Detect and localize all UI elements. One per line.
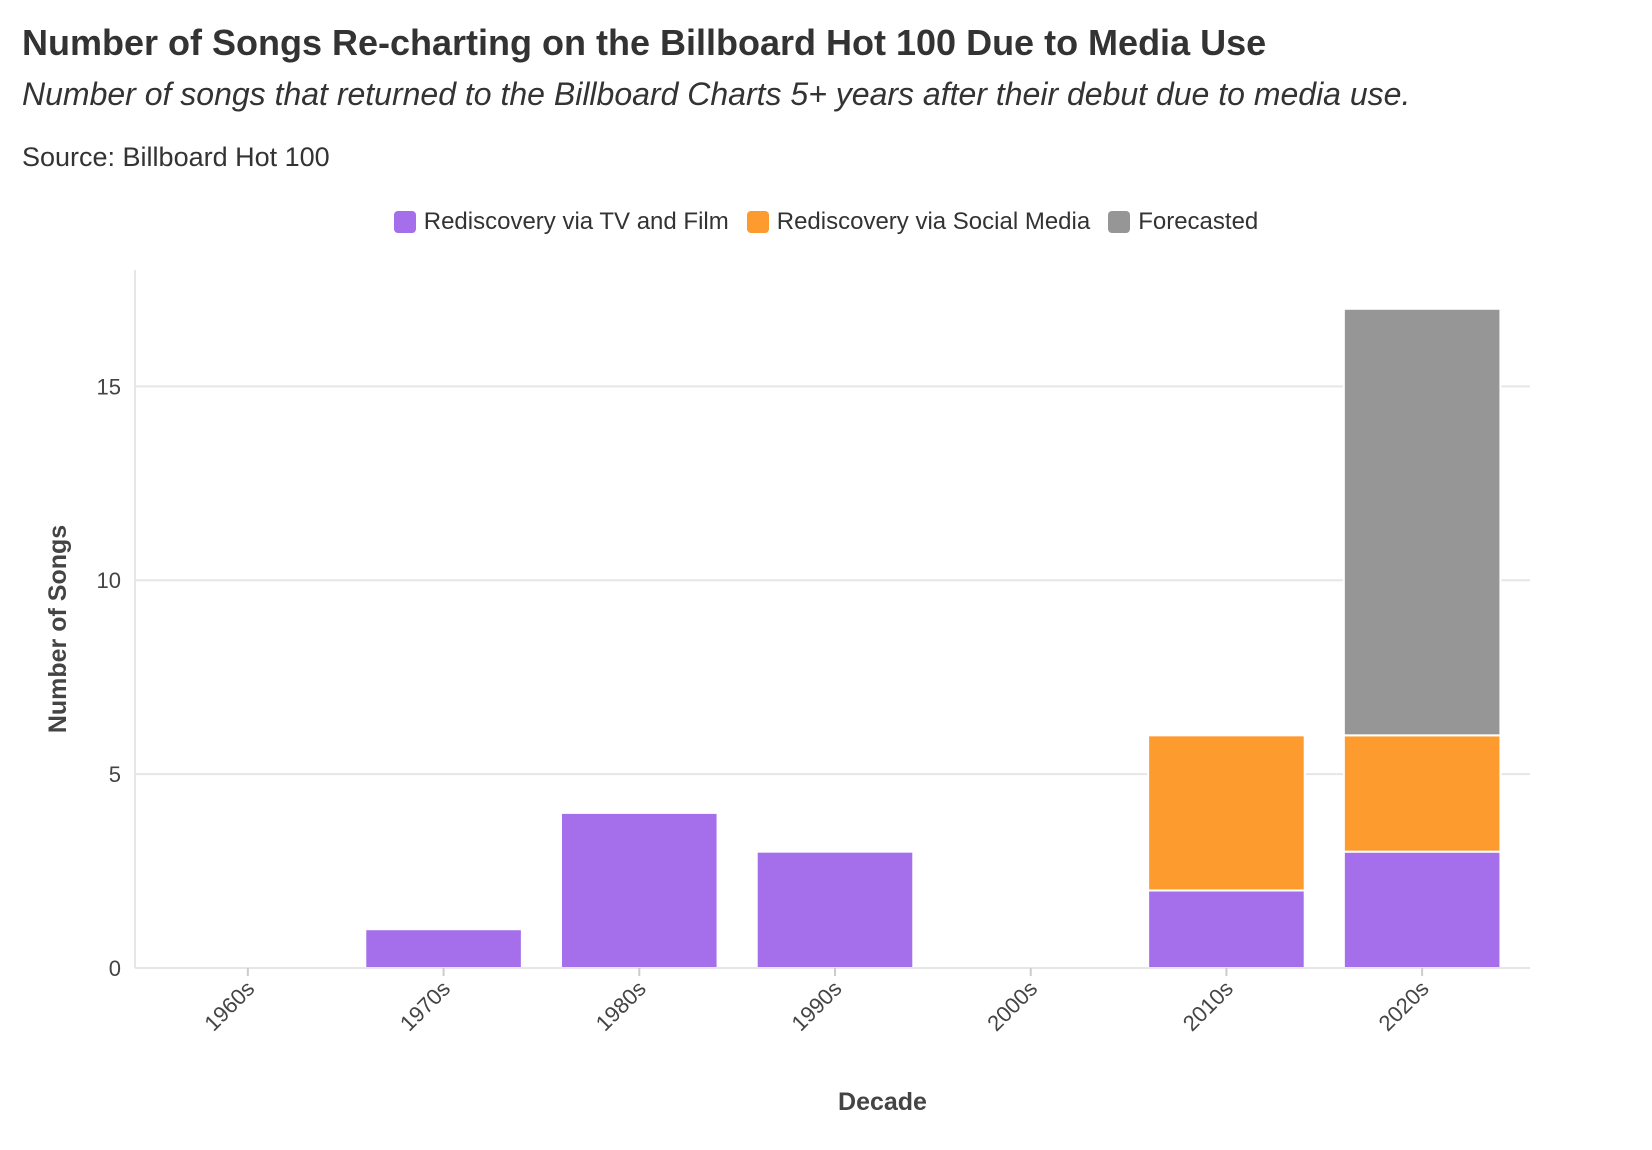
y-tick-label: 10 (97, 568, 121, 593)
bars (364, 307, 1502, 970)
y-tick-label: 15 (97, 374, 121, 399)
legend-swatch-social-media (746, 211, 769, 233)
legend-item-forecasted[interactable]: Forecasted (1108, 208, 1258, 236)
x-tick-label: 1970s (395, 976, 455, 1036)
bar-rediscovery-via-tv-and-film-1980s[interactable] (560, 811, 719, 970)
legend-item-tv-film[interactable]: Rediscovery via TV and Film (393, 208, 729, 236)
legend-label-forecasted: Forecasted (1138, 208, 1259, 235)
chart-subtitle: Number of songs that returned to the Bil… (22, 76, 1411, 112)
legend: Rediscovery via TV and Film Rediscovery … (0, 208, 1652, 236)
legend-label-tv-film: Rediscovery via TV and Film (423, 208, 729, 235)
x-tick-label: 1980s (591, 976, 651, 1036)
bar-forecasted-2020s[interactable] (1342, 307, 1502, 737)
bar-rediscovery-via-tv-and-film-1990s[interactable] (755, 850, 915, 970)
x-axis-title: Decade (838, 1088, 927, 1116)
chart-title: Number of Songs Re-charting on the Billb… (22, 22, 1267, 63)
bar-rediscovery-via-tv-and-film-1970s[interactable] (364, 928, 523, 970)
x-tick-label: 2000s (982, 976, 1042, 1036)
bar-rediscovery-via-social-media-2020s[interactable] (1342, 734, 1502, 853)
legend-swatch-tv-film (393, 211, 416, 233)
legend-item-social-media[interactable]: Rediscovery via Social Media (746, 208, 1091, 236)
x-tick-label: 1960s (199, 976, 259, 1036)
x-tick-label: 1990s (786, 976, 846, 1036)
y-tick-label: 5 (109, 762, 121, 787)
bar-rediscovery-via-social-media-2010s[interactable] (1147, 734, 1306, 892)
x-tick-label: 2010s (1178, 976, 1238, 1036)
gridlines (135, 385, 1530, 776)
y-tick-label: 0 (109, 956, 121, 981)
bar-rediscovery-via-tv-and-film-2010s[interactable] (1147, 889, 1306, 970)
legend-label-social-media: Rediscovery via Social Media (776, 208, 1091, 235)
x-tick-label: 2020s (1374, 976, 1434, 1036)
y-axis-title: Number of Songs (44, 525, 72, 733)
legend-swatch-forecasted (1108, 211, 1131, 233)
bar-rediscovery-via-tv-and-film-2020s[interactable] (1342, 850, 1502, 970)
chart-source: Source: Billboard Hot 100 (22, 142, 330, 172)
